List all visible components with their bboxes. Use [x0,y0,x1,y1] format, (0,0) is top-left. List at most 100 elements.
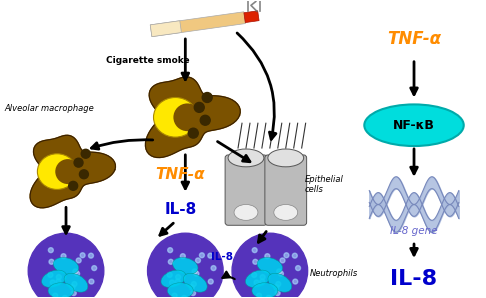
Ellipse shape [268,273,292,292]
Circle shape [260,279,265,284]
Circle shape [170,280,174,285]
Circle shape [48,272,53,277]
Circle shape [88,253,93,258]
Ellipse shape [274,204,298,220]
Ellipse shape [154,97,197,137]
Text: IL-8: IL-8 [390,269,437,289]
Circle shape [232,233,308,298]
Circle shape [295,266,300,271]
Text: TNF-α: TNF-α [387,30,441,48]
Circle shape [265,254,270,259]
Text: IL-8: IL-8 [164,202,196,217]
Circle shape [62,295,67,298]
Ellipse shape [161,270,186,288]
Circle shape [293,253,297,258]
Circle shape [191,282,196,287]
Circle shape [75,271,80,276]
Circle shape [280,258,285,263]
Ellipse shape [234,204,258,220]
Circle shape [76,258,81,263]
Circle shape [208,253,213,258]
Circle shape [81,149,90,158]
Ellipse shape [174,103,201,131]
Circle shape [252,248,257,253]
Text: IL-8: IL-8 [211,252,233,262]
Circle shape [48,248,53,253]
Circle shape [89,279,94,284]
Circle shape [278,271,283,276]
Circle shape [260,274,265,280]
Circle shape [254,280,259,285]
Circle shape [252,272,257,277]
Ellipse shape [268,149,304,167]
Ellipse shape [173,257,198,274]
Circle shape [70,285,75,290]
Circle shape [277,269,282,274]
Circle shape [148,233,223,298]
Circle shape [69,181,78,190]
Ellipse shape [64,273,88,292]
Circle shape [53,293,58,298]
Circle shape [168,248,173,253]
Circle shape [192,269,197,274]
Circle shape [175,274,181,280]
Circle shape [56,279,61,284]
FancyBboxPatch shape [265,155,307,225]
Circle shape [80,253,85,258]
Circle shape [50,280,55,285]
Ellipse shape [257,257,282,274]
Circle shape [182,295,187,298]
Ellipse shape [252,283,278,298]
Circle shape [61,254,66,259]
Ellipse shape [364,104,464,146]
Circle shape [167,272,172,277]
Circle shape [266,295,271,298]
Bar [244,11,259,23]
Ellipse shape [55,159,80,184]
Circle shape [56,274,61,280]
Text: Cigarette smoke: Cigarette smoke [106,56,190,65]
Bar [150,21,181,37]
Circle shape [180,254,185,259]
Circle shape [190,285,194,290]
Ellipse shape [42,270,67,288]
FancyBboxPatch shape [225,155,267,225]
Circle shape [188,128,198,138]
Polygon shape [145,77,240,158]
Circle shape [49,259,54,264]
Bar [150,12,245,37]
Circle shape [274,285,279,290]
Circle shape [195,258,201,263]
Circle shape [200,115,210,125]
Circle shape [73,269,78,274]
Circle shape [92,266,97,271]
Circle shape [253,259,258,264]
Text: Alveolar macrophage: Alveolar macrophage [4,104,94,113]
Circle shape [28,233,104,298]
Circle shape [74,158,83,167]
Circle shape [71,291,76,296]
Circle shape [191,291,195,296]
Circle shape [276,282,281,287]
Circle shape [194,271,199,276]
Polygon shape [30,135,116,208]
Text: IL-8 gene: IL-8 gene [390,226,438,236]
Circle shape [293,279,298,284]
Circle shape [211,266,216,271]
Text: TNF-α: TNF-α [156,167,205,182]
Ellipse shape [53,257,79,274]
Ellipse shape [37,154,77,190]
Circle shape [72,282,77,287]
Text: Epithelial
cells: Epithelial cells [305,175,344,194]
Circle shape [208,279,213,284]
Circle shape [168,259,174,264]
Ellipse shape [48,283,74,298]
Ellipse shape [183,273,207,292]
Circle shape [199,253,205,258]
Circle shape [172,293,177,298]
Circle shape [202,93,212,103]
Ellipse shape [168,283,193,298]
Circle shape [284,253,289,258]
Circle shape [275,291,280,296]
Circle shape [79,170,88,179]
